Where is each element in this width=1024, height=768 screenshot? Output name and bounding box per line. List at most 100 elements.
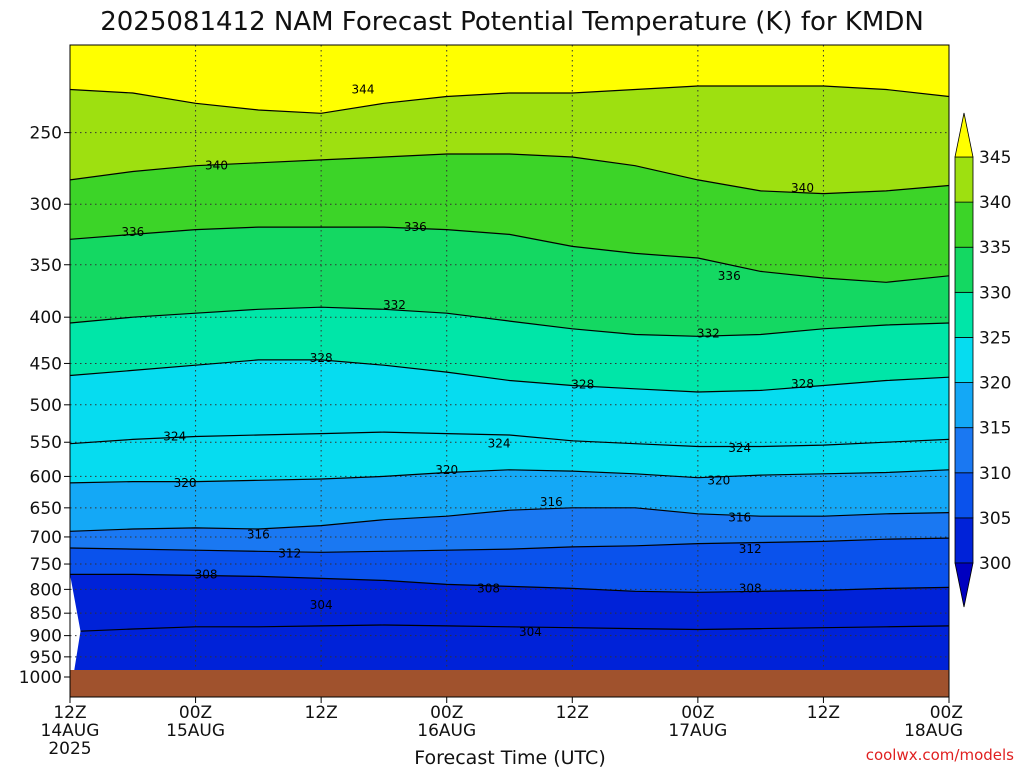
x-tick-label-5-1: 00Z	[681, 703, 714, 723]
contour-label-336-0: 336	[121, 225, 144, 239]
contour-label-308-1: 308	[477, 581, 500, 595]
band-332-336	[70, 227, 949, 337]
contour-label-316-2: 316	[728, 510, 751, 524]
credit-text: coolwx.com/models	[866, 746, 1014, 764]
contour-label-304-0: 304	[310, 598, 333, 612]
colorbar-swatch-320	[954, 337, 974, 383]
contour-340	[70, 153, 949, 195]
colorbar-label-315: 315	[979, 419, 1011, 439]
colorbar-swatch-325	[954, 291, 974, 338]
colorbar-swatch-305	[954, 472, 974, 519]
colorbar-swatch-340	[954, 156, 974, 203]
plot-frame	[69, 44, 950, 698]
colorbar-swatch-315	[954, 382, 974, 429]
contour-label-320-1: 320	[435, 463, 458, 477]
contour-label-332-1: 332	[697, 327, 720, 341]
contour-304	[80, 624, 949, 632]
contour-label-324-2: 324	[728, 441, 751, 455]
contour-324	[70, 431, 949, 448]
colorbar-swatch-310	[954, 427, 974, 474]
x-tick-label-1-2: 15AUG	[166, 721, 225, 741]
x-tick-label-0-3: 2025	[48, 739, 91, 759]
contour-308	[70, 573, 949, 593]
contour-label-344-0: 344	[352, 83, 375, 97]
theta-filled-bands	[70, 45, 949, 697]
contour-label-324-0: 324	[163, 429, 186, 443]
contour-label-340-0: 340	[205, 159, 228, 173]
y-tick-label-550: 550	[30, 433, 62, 453]
y-axis-pressure-ticks: 250 300 350 400 450 500 550 600 650 700 750 800 850 9…	[19, 124, 70, 688]
contour-label-320-0: 320	[174, 476, 197, 490]
contour-344	[70, 85, 949, 114]
contour-320	[70, 469, 949, 484]
x-tick-label-3-2: 16AUG	[417, 721, 476, 741]
contour-label-332-0: 332	[383, 298, 406, 312]
contour-label-336-2: 336	[718, 269, 741, 283]
x-tick-label-3-1: 00Z	[430, 703, 463, 723]
y-tick-label-450: 450	[30, 354, 62, 374]
y-tick-label-350: 350	[30, 256, 62, 276]
x-tick-label-7-1: 00Z	[930, 703, 963, 723]
colorbar-swatch-335	[954, 201, 974, 248]
band-340-344	[70, 86, 949, 194]
colorbar: 300 305 310 315 320 325 330 335 340 345	[954, 112, 1011, 608]
colorbar-swatch-300	[954, 517, 974, 564]
colorbar-label-345: 345	[979, 148, 1011, 168]
contour-label-320-2: 320	[707, 473, 730, 487]
y-tick-label-500: 500	[30, 396, 62, 416]
y-tick-label-400: 400	[30, 308, 62, 328]
x-tick-label-7-2: 18AUG	[904, 721, 963, 741]
contour-336	[70, 226, 949, 283]
y-tick-label-850: 850	[30, 604, 62, 624]
colorbar-label-335: 335	[979, 238, 1011, 258]
y-tick-label-1000: 1000	[19, 668, 62, 688]
y-tick-label-950: 950	[30, 648, 62, 668]
band-above-344	[70, 45, 949, 114]
colorbar-label-305: 305	[979, 509, 1011, 529]
band-328-332	[70, 307, 949, 392]
colorbar-label-330: 330	[979, 283, 1011, 303]
contour-label-328-1: 328	[571, 378, 594, 392]
contour-312	[70, 537, 949, 553]
contour-332	[70, 306, 949, 337]
contour-label-308-0: 308	[195, 567, 218, 581]
band-304-308	[70, 574, 949, 632]
y-tick-label-600: 600	[30, 467, 62, 487]
band-316-320	[70, 469, 949, 532]
x-tick-label-5-2: 17AUG	[668, 721, 727, 741]
surface-ground-strip	[70, 670, 949, 697]
theta-contour-labels: 304 304 308 308 308 312 312 316 316 316 320 320 320 3…	[121, 83, 814, 640]
colorbar-label-325: 325	[979, 328, 1011, 348]
contour-label-328-0: 328	[310, 351, 333, 365]
x-tick-label-0-1: 12Z	[53, 703, 86, 723]
contour-328	[70, 359, 949, 393]
x-axis-label: Forecast Time (UTC)	[414, 747, 605, 768]
y-tick-label-300: 300	[30, 195, 62, 215]
x-tick-label-1-1: 00Z	[179, 703, 212, 723]
band-312-316	[70, 507, 949, 553]
x-tick-label-2-1: 12Z	[305, 703, 338, 723]
contour-label-340-1: 340	[791, 181, 814, 195]
contour-label-316-0: 316	[247, 528, 270, 542]
y-tick-label-650: 650	[30, 499, 62, 519]
colorbar-swatch-330	[954, 246, 974, 293]
x-tick-label-4-1: 12Z	[556, 703, 589, 723]
band-320-324	[70, 432, 949, 483]
y-tick-label-750: 750	[30, 555, 62, 575]
contour-label-308-2: 308	[739, 581, 762, 595]
contour-label-324-1: 324	[488, 437, 511, 451]
colorbar-label-320: 320	[979, 374, 1011, 394]
y-tick-label-800: 800	[30, 580, 62, 600]
colorbar-over-triangle	[954, 112, 974, 158]
contour-label-336-1: 336	[404, 220, 427, 234]
contour-label-312-1: 312	[739, 542, 762, 556]
colorbar-label-340: 340	[979, 193, 1011, 213]
x-tick-label-0-2: 14AUG	[41, 721, 100, 741]
colorbar-label-300: 300	[979, 554, 1011, 574]
contour-316	[70, 507, 949, 532]
band-336-340	[70, 154, 949, 283]
y-tick-label-250: 250	[30, 124, 62, 144]
band-324-328	[70, 359, 949, 447]
x-tick-label-6-1: 12Z	[807, 703, 840, 723]
